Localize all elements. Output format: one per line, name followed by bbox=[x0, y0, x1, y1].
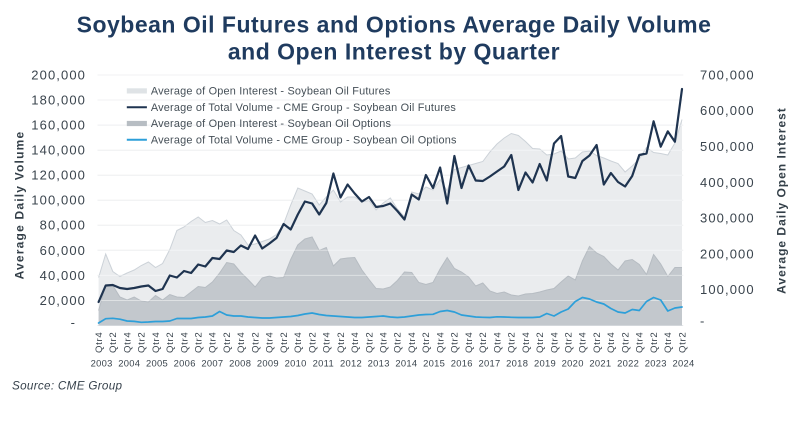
svg-text:160,000: 160,000 bbox=[31, 118, 86, 133]
svg-text:and Open Interest by Quarter: and Open Interest by Quarter bbox=[228, 39, 560, 65]
svg-text:Qtr4: Qtr4 bbox=[236, 332, 247, 353]
svg-text:Qtr2: Qtr2 bbox=[677, 332, 688, 353]
svg-text:Qtr2: Qtr2 bbox=[250, 332, 261, 353]
svg-text:2003: 2003 bbox=[91, 358, 113, 369]
svg-text:Qtr2: Qtr2 bbox=[364, 332, 375, 353]
svg-text:Qtr2: Qtr2 bbox=[620, 332, 631, 353]
svg-text:Qtr2: Qtr2 bbox=[535, 332, 546, 353]
svg-text:Qtr2: Qtr2 bbox=[450, 332, 461, 353]
svg-text:Qtr4: Qtr4 bbox=[379, 332, 390, 353]
svg-text:Qtr2: Qtr2 bbox=[564, 332, 575, 353]
svg-text:Soybean Oil Futures and Option: Soybean Oil Futures and Options Average … bbox=[77, 12, 712, 38]
svg-text:Qtr4: Qtr4 bbox=[464, 332, 475, 353]
svg-text:60,000: 60,000 bbox=[40, 243, 86, 258]
svg-text:Qtr2: Qtr2 bbox=[421, 332, 432, 353]
svg-text:200,000: 200,000 bbox=[31, 67, 86, 82]
svg-text:Qtr2: Qtr2 bbox=[649, 332, 660, 353]
svg-text:2021: 2021 bbox=[589, 358, 611, 369]
svg-text:Qtr2: Qtr2 bbox=[393, 332, 404, 353]
svg-text:Qtr4: Qtr4 bbox=[293, 332, 304, 353]
svg-text:Qtr2: Qtr2 bbox=[279, 332, 290, 353]
svg-text:2020: 2020 bbox=[562, 358, 584, 369]
svg-text:Qtr4: Qtr4 bbox=[179, 332, 190, 353]
svg-text:Qtr4: Qtr4 bbox=[350, 332, 361, 353]
svg-text:2004: 2004 bbox=[118, 358, 140, 369]
svg-text:2019: 2019 bbox=[534, 358, 556, 369]
svg-text:Qtr2: Qtr2 bbox=[307, 332, 318, 353]
svg-text:Qtr4: Qtr4 bbox=[521, 332, 532, 353]
svg-text:Qtr4: Qtr4 bbox=[492, 332, 503, 353]
svg-text:80,000: 80,000 bbox=[40, 218, 86, 233]
svg-text:40,000: 40,000 bbox=[40, 268, 86, 283]
svg-text:2012: 2012 bbox=[340, 358, 362, 369]
svg-text:500,000: 500,000 bbox=[700, 139, 755, 154]
svg-text:Qtr2: Qtr2 bbox=[507, 332, 518, 353]
svg-text:Qtr2: Qtr2 bbox=[336, 332, 347, 353]
svg-text:Qtr4: Qtr4 bbox=[606, 332, 617, 353]
svg-text:400,000: 400,000 bbox=[700, 175, 755, 190]
svg-text:Qtr2: Qtr2 bbox=[137, 332, 148, 353]
svg-text:2016: 2016 bbox=[451, 358, 473, 369]
svg-text:Average of Open Interest - Soy: Average of Open Interest - Soybean Oil O… bbox=[151, 118, 392, 130]
svg-text:Qtr4: Qtr4 bbox=[635, 332, 646, 353]
svg-text:2013: 2013 bbox=[368, 358, 390, 369]
svg-text:300,000: 300,000 bbox=[700, 211, 755, 226]
svg-text:-: - bbox=[71, 315, 76, 330]
svg-text:2009: 2009 bbox=[257, 358, 279, 369]
svg-text:Qtr4: Qtr4 bbox=[322, 332, 333, 353]
svg-text:2022: 2022 bbox=[617, 358, 639, 369]
svg-text:Qtr4: Qtr4 bbox=[578, 332, 589, 353]
svg-text:2011: 2011 bbox=[313, 358, 334, 369]
svg-text:Qtr4: Qtr4 bbox=[407, 332, 418, 353]
svg-text:Qtr4: Qtr4 bbox=[94, 332, 105, 353]
svg-text:120,000: 120,000 bbox=[31, 168, 86, 183]
svg-text:2015: 2015 bbox=[423, 358, 445, 369]
svg-text:Qtr4: Qtr4 bbox=[122, 332, 133, 353]
svg-text:Qtr2: Qtr2 bbox=[592, 332, 603, 353]
svg-text:100,000: 100,000 bbox=[700, 282, 755, 297]
svg-text:Qtr4: Qtr4 bbox=[151, 332, 162, 353]
svg-text:-: - bbox=[700, 314, 705, 329]
svg-text:2005: 2005 bbox=[146, 358, 168, 369]
svg-text:Qtr4: Qtr4 bbox=[435, 332, 446, 353]
svg-text:Average Daily Open Interest: Average Daily Open Interest bbox=[775, 107, 789, 294]
svg-text:Qtr2: Qtr2 bbox=[165, 332, 176, 353]
svg-text:Average of Total Volume - CME: Average of Total Volume - CME Group - So… bbox=[151, 102, 457, 114]
svg-text:2010: 2010 bbox=[285, 358, 307, 369]
svg-text:180,000: 180,000 bbox=[31, 93, 86, 108]
svg-text:2018: 2018 bbox=[506, 358, 528, 369]
svg-text:Qtr4: Qtr4 bbox=[549, 332, 560, 353]
svg-text:Qtr4: Qtr4 bbox=[265, 332, 276, 353]
svg-text:2008: 2008 bbox=[229, 358, 251, 369]
svg-text:Qtr2: Qtr2 bbox=[478, 332, 489, 353]
svg-text:100,000: 100,000 bbox=[31, 193, 86, 208]
svg-text:2006: 2006 bbox=[174, 358, 196, 369]
svg-text:2024: 2024 bbox=[672, 358, 694, 369]
svg-text:2017: 2017 bbox=[478, 358, 500, 369]
svg-text:Qtr2: Qtr2 bbox=[222, 332, 233, 353]
svg-text:20,000: 20,000 bbox=[40, 293, 86, 308]
svg-text:700,000: 700,000 bbox=[700, 67, 755, 82]
svg-text:Average of Total Volume - CME: Average of Total Volume - CME Group - So… bbox=[151, 135, 457, 147]
svg-text:Average Daily Volume: Average Daily Volume bbox=[13, 131, 27, 280]
svg-text:140,000: 140,000 bbox=[31, 143, 86, 158]
svg-text:600,000: 600,000 bbox=[700, 103, 755, 118]
svg-text:2007: 2007 bbox=[201, 358, 223, 369]
svg-text:Qtr4: Qtr4 bbox=[663, 332, 674, 353]
svg-text:Qtr4: Qtr4 bbox=[208, 332, 219, 353]
svg-text:2014: 2014 bbox=[395, 358, 417, 369]
svg-text:200,000: 200,000 bbox=[700, 246, 755, 261]
svg-text:Qtr2: Qtr2 bbox=[194, 332, 205, 353]
svg-text:2023: 2023 bbox=[645, 358, 667, 369]
svg-text:Average of Open Interest - Soy: Average of Open Interest - Soybean Oil F… bbox=[151, 86, 391, 98]
svg-text:Source: CME Group: Source: CME Group bbox=[12, 380, 123, 393]
svg-text:Qtr2: Qtr2 bbox=[108, 332, 119, 353]
